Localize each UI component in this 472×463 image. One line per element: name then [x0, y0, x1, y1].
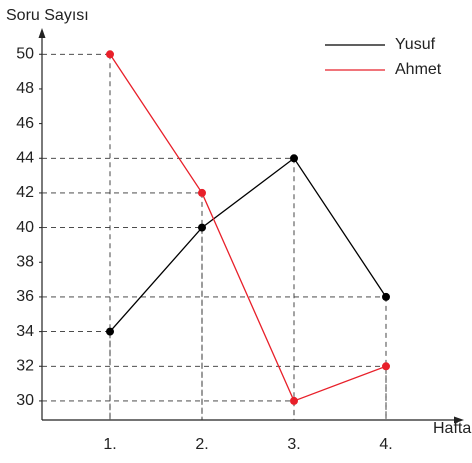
- x-axis-label: Hafta: [433, 420, 471, 437]
- y-tick-label: 34: [16, 323, 34, 340]
- y-tick-label: 40: [16, 219, 34, 236]
- x-tick-label: 4.: [379, 436, 392, 453]
- series-line: [109, 157, 387, 333]
- y-tick-label: 38: [16, 253, 34, 270]
- y-axis-arrow: [38, 28, 46, 38]
- point: [106, 327, 114, 336]
- y-axis-label: Soru Sayısı: [6, 7, 89, 24]
- y-tick-label: 46: [16, 115, 34, 132]
- x-axis-arrow: [454, 416, 464, 424]
- y-tick-label: 36: [16, 288, 34, 305]
- y-tick-label: 30: [16, 392, 34, 409]
- point: [382, 362, 390, 371]
- x-tick-label: 2.: [195, 436, 208, 453]
- legend-label: Yusuf: [395, 36, 436, 53]
- point: [290, 154, 298, 163]
- y-tick-label: 42: [16, 184, 34, 201]
- point: [198, 188, 206, 197]
- x-tick-label: 3.: [287, 436, 300, 453]
- point: [382, 292, 390, 301]
- series-line: [109, 53, 387, 402]
- legend-label: Ahmet: [395, 61, 442, 78]
- y-tick-label: 48: [16, 80, 34, 97]
- x-tick-label: 1.: [103, 436, 116, 453]
- y-tick-label: 50: [16, 45, 34, 62]
- y-tick-label: 44: [16, 149, 34, 166]
- point: [290, 396, 298, 405]
- point: [106, 50, 114, 59]
- point: [198, 223, 206, 232]
- y-tick-label: 32: [16, 357, 34, 374]
